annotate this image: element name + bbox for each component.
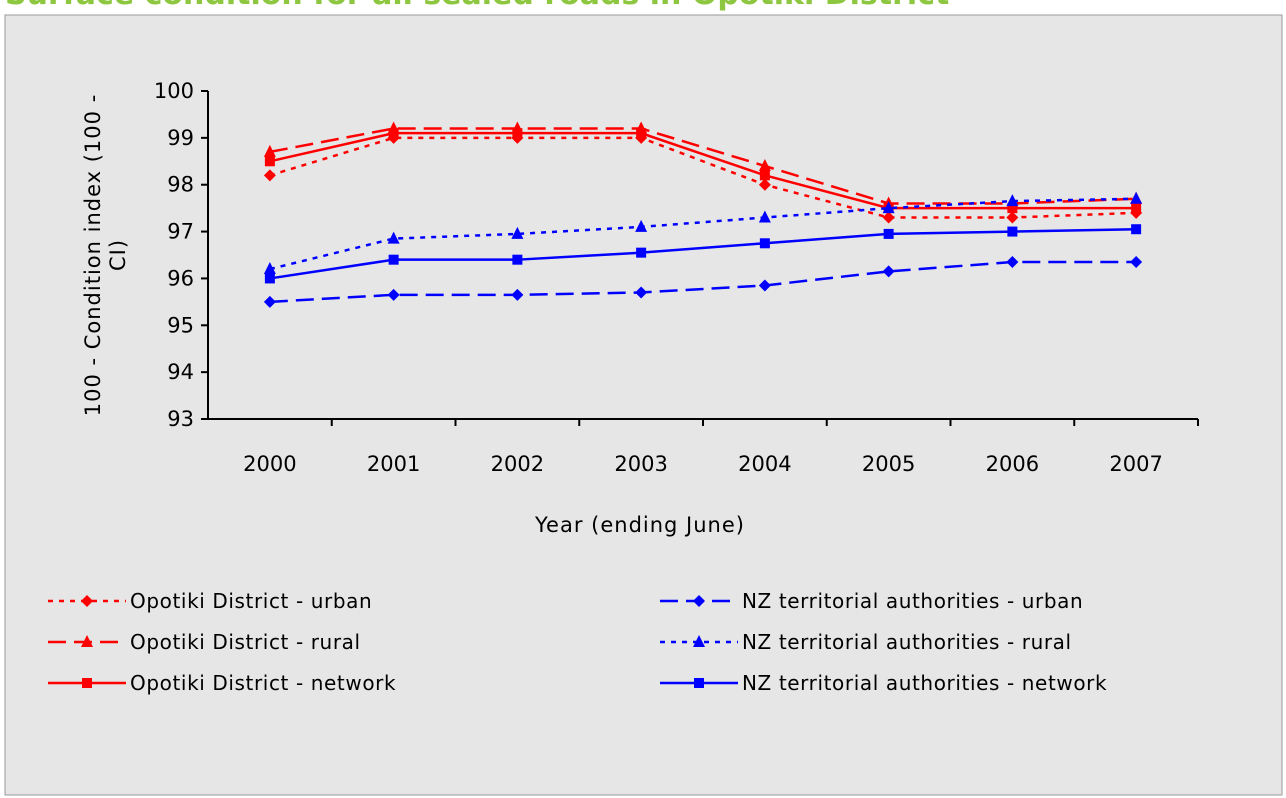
data-point (1007, 226, 1018, 237)
chart-area (4, 14, 1283, 796)
data-point (882, 265, 895, 278)
data-point (636, 247, 647, 258)
legend-label: Opotiki District - rural (130, 630, 361, 654)
legend-label: Opotiki District - network (130, 671, 396, 695)
data-point (1007, 203, 1018, 214)
legend-marker (81, 595, 93, 607)
data-point (263, 169, 276, 182)
data-point (1130, 191, 1143, 204)
data-point (758, 158, 771, 171)
x-tick-label: 2007 (1109, 452, 1162, 476)
data-point (263, 295, 276, 308)
y-tick-label: 100 (154, 79, 194, 103)
data-point (883, 228, 894, 239)
y-axis-label: 100 - Condition index (100 - CI) (81, 94, 130, 417)
x-axis-label: Year (ending June) (534, 513, 745, 537)
data-point (387, 288, 400, 301)
y-tick-label: 93 (167, 407, 194, 431)
series-line (269, 197, 1137, 271)
y-tick-label: 99 (167, 126, 194, 150)
data-point (759, 170, 770, 181)
x-tick-label: 2005 (862, 452, 915, 476)
data-point (512, 254, 523, 265)
data-point (388, 128, 399, 139)
y-tick-label: 97 (167, 220, 194, 244)
chart-title: Surface condition for all sealed roads i… (5, 0, 949, 12)
data-point (635, 286, 648, 299)
y-axis-label-line: 100 - Condition index (100 - (81, 94, 105, 417)
data-point (758, 178, 771, 191)
legend-marker (81, 635, 93, 647)
legend-label: Opotiki District - urban (130, 589, 372, 613)
series-line (269, 131, 1137, 210)
legend-marker (693, 635, 705, 647)
x-tick-label: 2001 (367, 452, 420, 476)
y-tick-label: 95 (167, 313, 194, 337)
series-line (269, 260, 1137, 304)
y-axis-label-line: CI) (106, 239, 130, 271)
series-line (269, 136, 1137, 219)
data-point (1130, 256, 1143, 269)
legend-label: NZ territorial authorities - rural (742, 630, 1072, 654)
data-point (264, 273, 275, 284)
data-point (387, 231, 400, 244)
data-point (1006, 211, 1019, 224)
data-point (1131, 203, 1142, 214)
data-point (512, 128, 523, 139)
data-point (263, 262, 276, 275)
x-tick-label: 2004 (738, 452, 791, 476)
data-point (636, 128, 647, 139)
y-tick-label: 96 (167, 266, 194, 290)
y-tick-label: 94 (167, 360, 194, 384)
x-tick-label: 2002 (491, 452, 544, 476)
data-point (511, 288, 524, 301)
data-point (1006, 194, 1019, 207)
legend-marker (82, 678, 92, 688)
data-point (759, 238, 770, 249)
legend-label: NZ territorial authorities - network (742, 671, 1107, 695)
x-tick-label: 2000 (243, 452, 296, 476)
data-point (1131, 224, 1142, 235)
legend-marker (693, 595, 705, 607)
data-point (264, 156, 275, 167)
data-point (511, 226, 524, 239)
x-tick-label: 2006 (986, 452, 1039, 476)
legend-marker (694, 678, 704, 688)
data-point (758, 210, 771, 223)
data-point (388, 254, 399, 265)
data-point (263, 144, 276, 157)
y-tick-label: 98 (167, 173, 194, 197)
legend-label: NZ territorial authorities - urban (742, 589, 1083, 613)
data-point (882, 211, 895, 224)
series-line (269, 227, 1137, 280)
data-point (635, 219, 648, 232)
data-point (758, 279, 771, 292)
data-point (1006, 256, 1019, 269)
x-tick-label: 2003 (614, 452, 667, 476)
data-point (882, 201, 895, 214)
